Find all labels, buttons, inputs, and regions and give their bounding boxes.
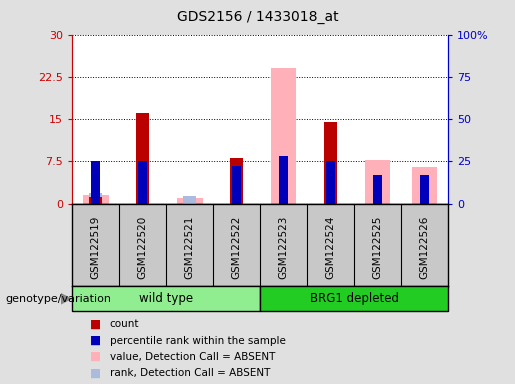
Text: wild type: wild type [139,292,193,305]
Text: GSM122520: GSM122520 [138,216,148,279]
Bar [139,161,147,204]
Bar [183,196,196,204]
Bar [89,197,102,204]
Text: GSM122521: GSM122521 [184,216,195,279]
Bar [373,175,382,204]
Text: percentile rank within the sample: percentile rank within the sample [110,336,286,346]
Bar [232,166,241,204]
Text: count: count [110,319,139,329]
Bar [230,159,243,204]
Text: ■: ■ [90,366,101,379]
Text: GSM122522: GSM122522 [232,216,242,279]
Text: genotype/variation: genotype/variation [5,294,111,304]
Text: GSM122523: GSM122523 [279,216,288,279]
Bar [365,160,390,204]
Text: ■: ■ [90,318,101,331]
Polygon shape [61,293,72,305]
Text: BRG1 depleted: BRG1 depleted [310,292,399,305]
Text: GDS2156 / 1433018_at: GDS2156 / 1433018_at [177,10,338,23]
Bar [260,286,448,311]
Bar [411,167,437,204]
Text: GSM122519: GSM122519 [91,216,100,279]
Bar [177,198,202,204]
Bar [324,122,337,204]
Bar [327,161,335,204]
Bar [72,286,260,311]
Text: value, Detection Call = ABSENT: value, Detection Call = ABSENT [110,352,275,362]
Text: GSM122525: GSM122525 [372,216,383,279]
Bar [279,156,288,204]
Text: ■: ■ [90,350,101,363]
Bar [271,68,297,204]
Bar [83,195,109,204]
Bar [91,161,100,204]
Bar [136,113,149,204]
Text: ■: ■ [90,334,101,347]
Bar [89,194,102,204]
Text: rank, Detection Call = ABSENT: rank, Detection Call = ABSENT [110,368,270,378]
Text: GSM122524: GSM122524 [325,216,336,279]
Bar [420,175,429,204]
Text: GSM122526: GSM122526 [420,216,430,279]
